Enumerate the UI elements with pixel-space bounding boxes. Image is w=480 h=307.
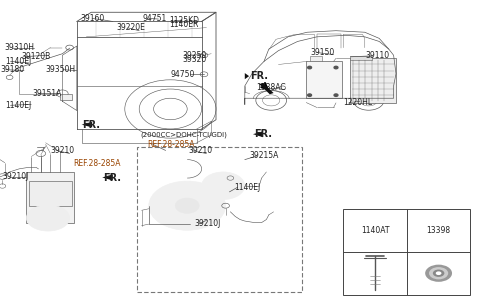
Circle shape — [433, 270, 444, 277]
Circle shape — [308, 66, 312, 69]
Text: 39151A: 39151A — [33, 88, 62, 98]
Circle shape — [308, 94, 312, 96]
Polygon shape — [245, 73, 249, 79]
Bar — [306, 61, 342, 98]
Text: FR.: FR. — [254, 130, 272, 139]
Text: 13398: 13398 — [427, 226, 451, 235]
Text: 1140EJ: 1140EJ — [234, 183, 261, 192]
Circle shape — [429, 267, 448, 279]
Text: 1140EJ: 1140EJ — [5, 57, 31, 66]
Circle shape — [149, 181, 226, 230]
Text: 39350H: 39350H — [46, 65, 76, 74]
Text: 1140EJ: 1140EJ — [5, 101, 31, 110]
Polygon shape — [82, 122, 92, 127]
Text: 1125KD: 1125KD — [169, 16, 199, 25]
Ellipse shape — [26, 205, 70, 231]
Text: (2000CC>DOHC-TCI/GDI): (2000CC>DOHC-TCI/GDI) — [140, 131, 227, 138]
Text: 1140AT: 1140AT — [361, 226, 389, 235]
Text: 39210: 39210 — [50, 146, 74, 155]
Text: FR.: FR. — [250, 71, 268, 81]
Circle shape — [425, 265, 452, 282]
Text: 39180: 39180 — [0, 65, 24, 74]
Text: FR.: FR. — [83, 120, 100, 130]
Text: 1338AC: 1338AC — [256, 83, 286, 92]
Bar — [29, 181, 72, 206]
Polygon shape — [259, 83, 274, 94]
Bar — [60, 94, 72, 100]
Text: 39210: 39210 — [189, 146, 213, 155]
Circle shape — [334, 94, 338, 96]
Text: REF.28-285A: REF.28-285A — [147, 140, 194, 149]
Text: 39215A: 39215A — [250, 151, 279, 161]
Bar — [26, 172, 74, 223]
Text: 39150: 39150 — [311, 48, 335, 57]
Polygon shape — [253, 131, 263, 137]
Circle shape — [202, 172, 245, 200]
Text: 39160: 39160 — [81, 14, 105, 23]
Text: 39320: 39320 — [182, 55, 207, 64]
Text: 94751: 94751 — [142, 14, 167, 23]
Text: 39250: 39250 — [182, 51, 207, 60]
Text: 39120B: 39120B — [22, 52, 51, 61]
Circle shape — [436, 271, 442, 275]
Bar — [350, 56, 372, 60]
Bar — [137, 147, 302, 292]
Text: 39210J: 39210J — [194, 219, 221, 228]
Text: 1220HL: 1220HL — [343, 98, 372, 107]
Circle shape — [175, 198, 199, 213]
Bar — [310, 56, 322, 61]
Text: 39310H: 39310H — [5, 43, 35, 52]
Circle shape — [334, 66, 338, 69]
Bar — [343, 209, 470, 295]
Text: REF.28-285A: REF.28-285A — [73, 159, 120, 168]
Bar — [350, 58, 396, 103]
Text: 1140ER: 1140ER — [169, 20, 198, 29]
Text: 39220E: 39220E — [117, 23, 145, 33]
Text: 94750: 94750 — [171, 70, 195, 79]
Text: FR.: FR. — [103, 173, 121, 183]
Polygon shape — [102, 174, 113, 181]
Text: 39110: 39110 — [366, 51, 390, 60]
Text: 39210J: 39210J — [3, 172, 29, 181]
